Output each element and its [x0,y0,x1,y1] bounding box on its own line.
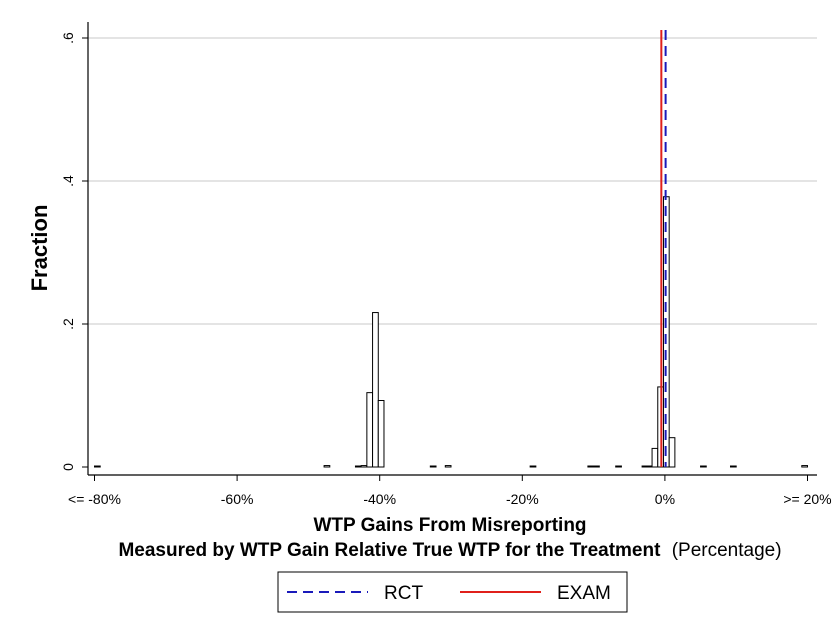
histogram-bars [94,196,809,468]
x-tick-label: 0% [655,491,675,507]
y-tick-label: .6 [60,32,76,44]
histogram-bar [615,465,622,468]
histogram-bar [94,465,101,468]
x-tick-label: -40% [363,491,396,507]
histogram-bar [529,465,537,468]
x-tick-label: <= -80% [68,491,121,507]
histogram-bar [729,465,737,468]
y-tick-label: .2 [60,318,76,330]
histogram-bar [366,392,374,468]
histogram-bar [354,465,362,468]
legend: RCT EXAM [277,571,628,613]
histogram-bar [372,312,379,468]
histogram-bar [700,465,707,468]
x-axis-ticks: <= -80% -60% -40% -20% 0% >= 20% [68,475,832,507]
histogram-bar [662,196,670,468]
reference-lines [660,30,667,467]
y-axis-ticks: 0 .2 .4 .6 [60,32,88,471]
histogram-bar [587,465,595,468]
x-axis-title-line1: WTP Gains From Misreporting [313,515,586,536]
histogram-bar [429,465,437,468]
histogram-bar [801,465,809,468]
axes [87,22,817,476]
x-tick-label: -20% [506,491,539,507]
x-axis-title-line2-bold: Measured by WTP Gain Relative True WTP f… [118,540,661,561]
x-tick-label: -60% [221,491,254,507]
legend-exam-label: EXAM [557,583,611,604]
histogram-bar [668,437,676,468]
histogram-bar [360,465,368,468]
x-tick-label: >= 20% [783,491,831,507]
gridlines [88,37,817,325]
histogram-bar [593,465,600,468]
x-axis-title-line2-unit: (Percentage) [672,540,782,561]
histogram-bar [323,465,331,468]
y-axis-title: Fraction [27,205,52,292]
x-axis-title-line2: Measured by WTP Gain Relative True WTP f… [118,540,781,561]
y-tick-label: 0 [60,463,76,471]
histogram-bar [377,400,385,468]
histogram-bar [444,465,452,468]
y-tick-label: .4 [60,175,76,187]
histogram-bar [651,447,659,468]
legend-rct-label: RCT [384,583,423,604]
histogram-bar [641,465,649,468]
